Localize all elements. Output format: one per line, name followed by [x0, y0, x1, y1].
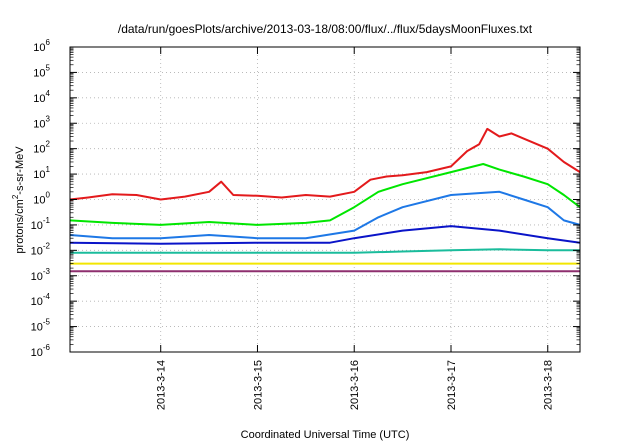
y-tick-label: 103 — [33, 114, 50, 130]
y-tick-base: 10 — [33, 169, 45, 181]
y-tick-label: 10-4 — [31, 292, 51, 308]
y-tick-base: 10 — [31, 322, 43, 334]
y-tick-exponent: 2 — [46, 140, 51, 149]
y-tick-base: 10 — [33, 67, 45, 79]
y-tick-exponent: -4 — [43, 292, 51, 301]
y-tick-base: 10 — [33, 42, 45, 54]
y-tick-label: 10-6 — [31, 343, 51, 359]
y-tick-exponent: 6 — [46, 38, 51, 47]
y-tick-label: 102 — [33, 140, 50, 156]
x-tick-label: 2013-3-16 — [349, 360, 361, 410]
y-tick-exponent: 1 — [46, 165, 51, 174]
series-layer — [69, 127, 581, 273]
y-tick-label: 10-3 — [31, 267, 51, 283]
x-tick-label: 2013-3-18 — [543, 360, 555, 410]
series-line-2 — [69, 163, 581, 226]
y-tick-label: 10-1 — [31, 216, 51, 232]
y-tick-base: 10 — [31, 245, 43, 257]
y-tick-base: 10 — [33, 195, 45, 207]
y-tick-exponent: 4 — [46, 89, 51, 98]
y-tick-base: 10 — [31, 271, 43, 283]
y-tick-exponent: -2 — [43, 241, 51, 250]
y-tick-exponent: 5 — [46, 63, 51, 72]
y-tick-base: 10 — [33, 93, 45, 105]
y-tick-labels: 10-610-510-410-310-210-11001011021031041… — [31, 38, 51, 359]
y-tick-base: 10 — [31, 220, 43, 232]
x-tick-label: 2013-3-14 — [156, 360, 168, 410]
y-tick-label: 10-2 — [31, 241, 51, 257]
y-tick-exponent: -6 — [43, 343, 51, 352]
axis-ticks — [70, 46, 580, 353]
series-line-3 — [69, 190, 581, 240]
y-tick-label: 104 — [33, 89, 50, 105]
y-tick-base: 10 — [31, 296, 43, 308]
chart-title: /data/run/goesPlots/archive/2013-03-18/0… — [118, 22, 533, 36]
y-tick-exponent: -3 — [43, 267, 51, 276]
y-tick-exponent: -5 — [43, 318, 51, 327]
y-tick-base: 10 — [33, 118, 45, 130]
y-axis-label: protons/cm2-s-sr-MeV — [11, 146, 26, 254]
y-axis-label-sup: 2 — [11, 194, 20, 199]
y-axis-label-rest: -s-sr-MeV — [14, 146, 26, 195]
y-axis-label-base: protons/cm — [14, 199, 26, 253]
y-tick-label: 101 — [33, 165, 50, 181]
y-tick-base: 10 — [33, 144, 45, 156]
series-line-5 — [70, 248, 580, 254]
y-tick-exponent: 3 — [46, 114, 51, 123]
x-tick-label: 2013-3-15 — [252, 360, 264, 410]
x-tick-label: 2013-3-17 — [446, 360, 458, 410]
x-axis-label: Coordinated Universal Time (UTC) — [241, 429, 410, 441]
y-tick-label: 10-5 — [31, 318, 51, 334]
y-tick-label: 100 — [33, 191, 50, 207]
y-tick-label: 106 — [33, 38, 50, 54]
y-tick-label: 105 — [33, 63, 50, 79]
x-tick-labels: 2013-3-14 2013-3-15 2013-3-16 2013-3-17 2013… — [156, 360, 555, 410]
series-line-4 — [69, 225, 581, 245]
series-line-1 — [69, 127, 581, 201]
y-tick-base: 10 — [31, 347, 43, 359]
y-tick-exponent: 0 — [46, 191, 51, 200]
y-tick-exponent: -1 — [43, 216, 51, 225]
